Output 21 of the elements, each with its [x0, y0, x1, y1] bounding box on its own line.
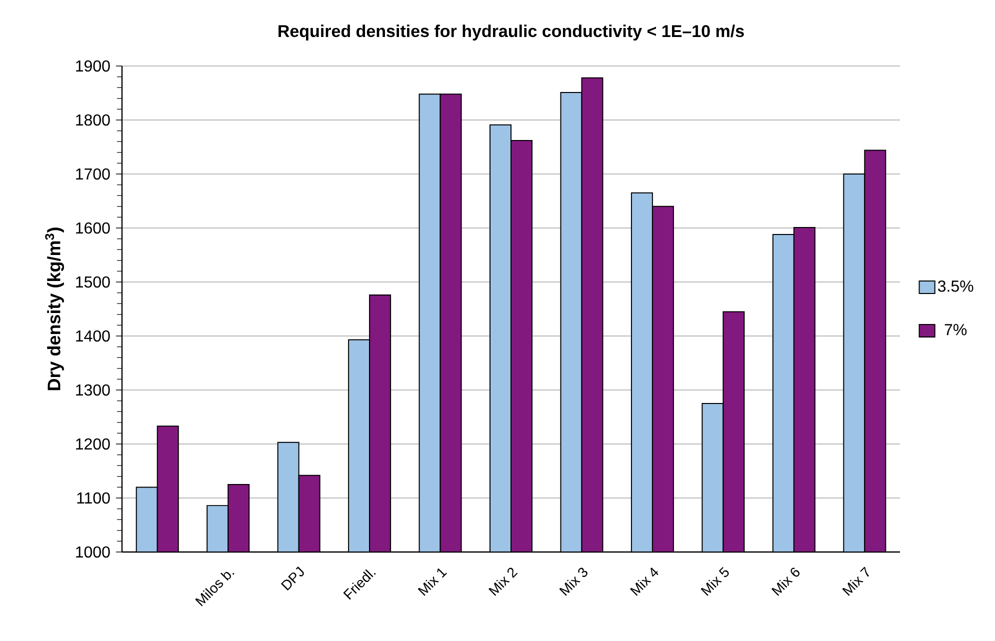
- x-tick-label: Mix 2: [488, 568, 518, 596]
- y-tick-label: 1300: [76, 384, 110, 396]
- y-tick-label: 1800: [76, 114, 110, 126]
- y-tick-label: 1200: [76, 438, 110, 450]
- legend-label: 3.5%: [938, 280, 974, 292]
- y-tick-label: 1900: [76, 60, 110, 72]
- x-tick-label: Mix 3: [559, 568, 588, 596]
- legend-label: 7%: [944, 324, 967, 336]
- y-tick-label: 1000: [76, 546, 110, 558]
- y-tick-label: 1100: [77, 492, 110, 504]
- y-tick-label: 1500: [76, 276, 110, 288]
- x-tick-label: Mix 7: [842, 566, 869, 596]
- x-tick-label: Mix 4: [630, 567, 658, 596]
- y-axis-title: Dry density (kg/m$^{3}$): [45, 228, 64, 390]
- x-tick-label: Mix 5: [700, 567, 729, 596]
- chart-title: Required densities for hydraulic conductivity < 1E–10 m/s: [278, 24, 744, 40]
- y-tick-label: 1700: [76, 168, 110, 180]
- x-tick-label: Mix 1: [418, 568, 447, 596]
- y-tick-label: 1400: [76, 330, 110, 342]
- x-tick-label: Mix 6: [771, 568, 800, 596]
- y-tick-label: 1600: [76, 222, 110, 234]
